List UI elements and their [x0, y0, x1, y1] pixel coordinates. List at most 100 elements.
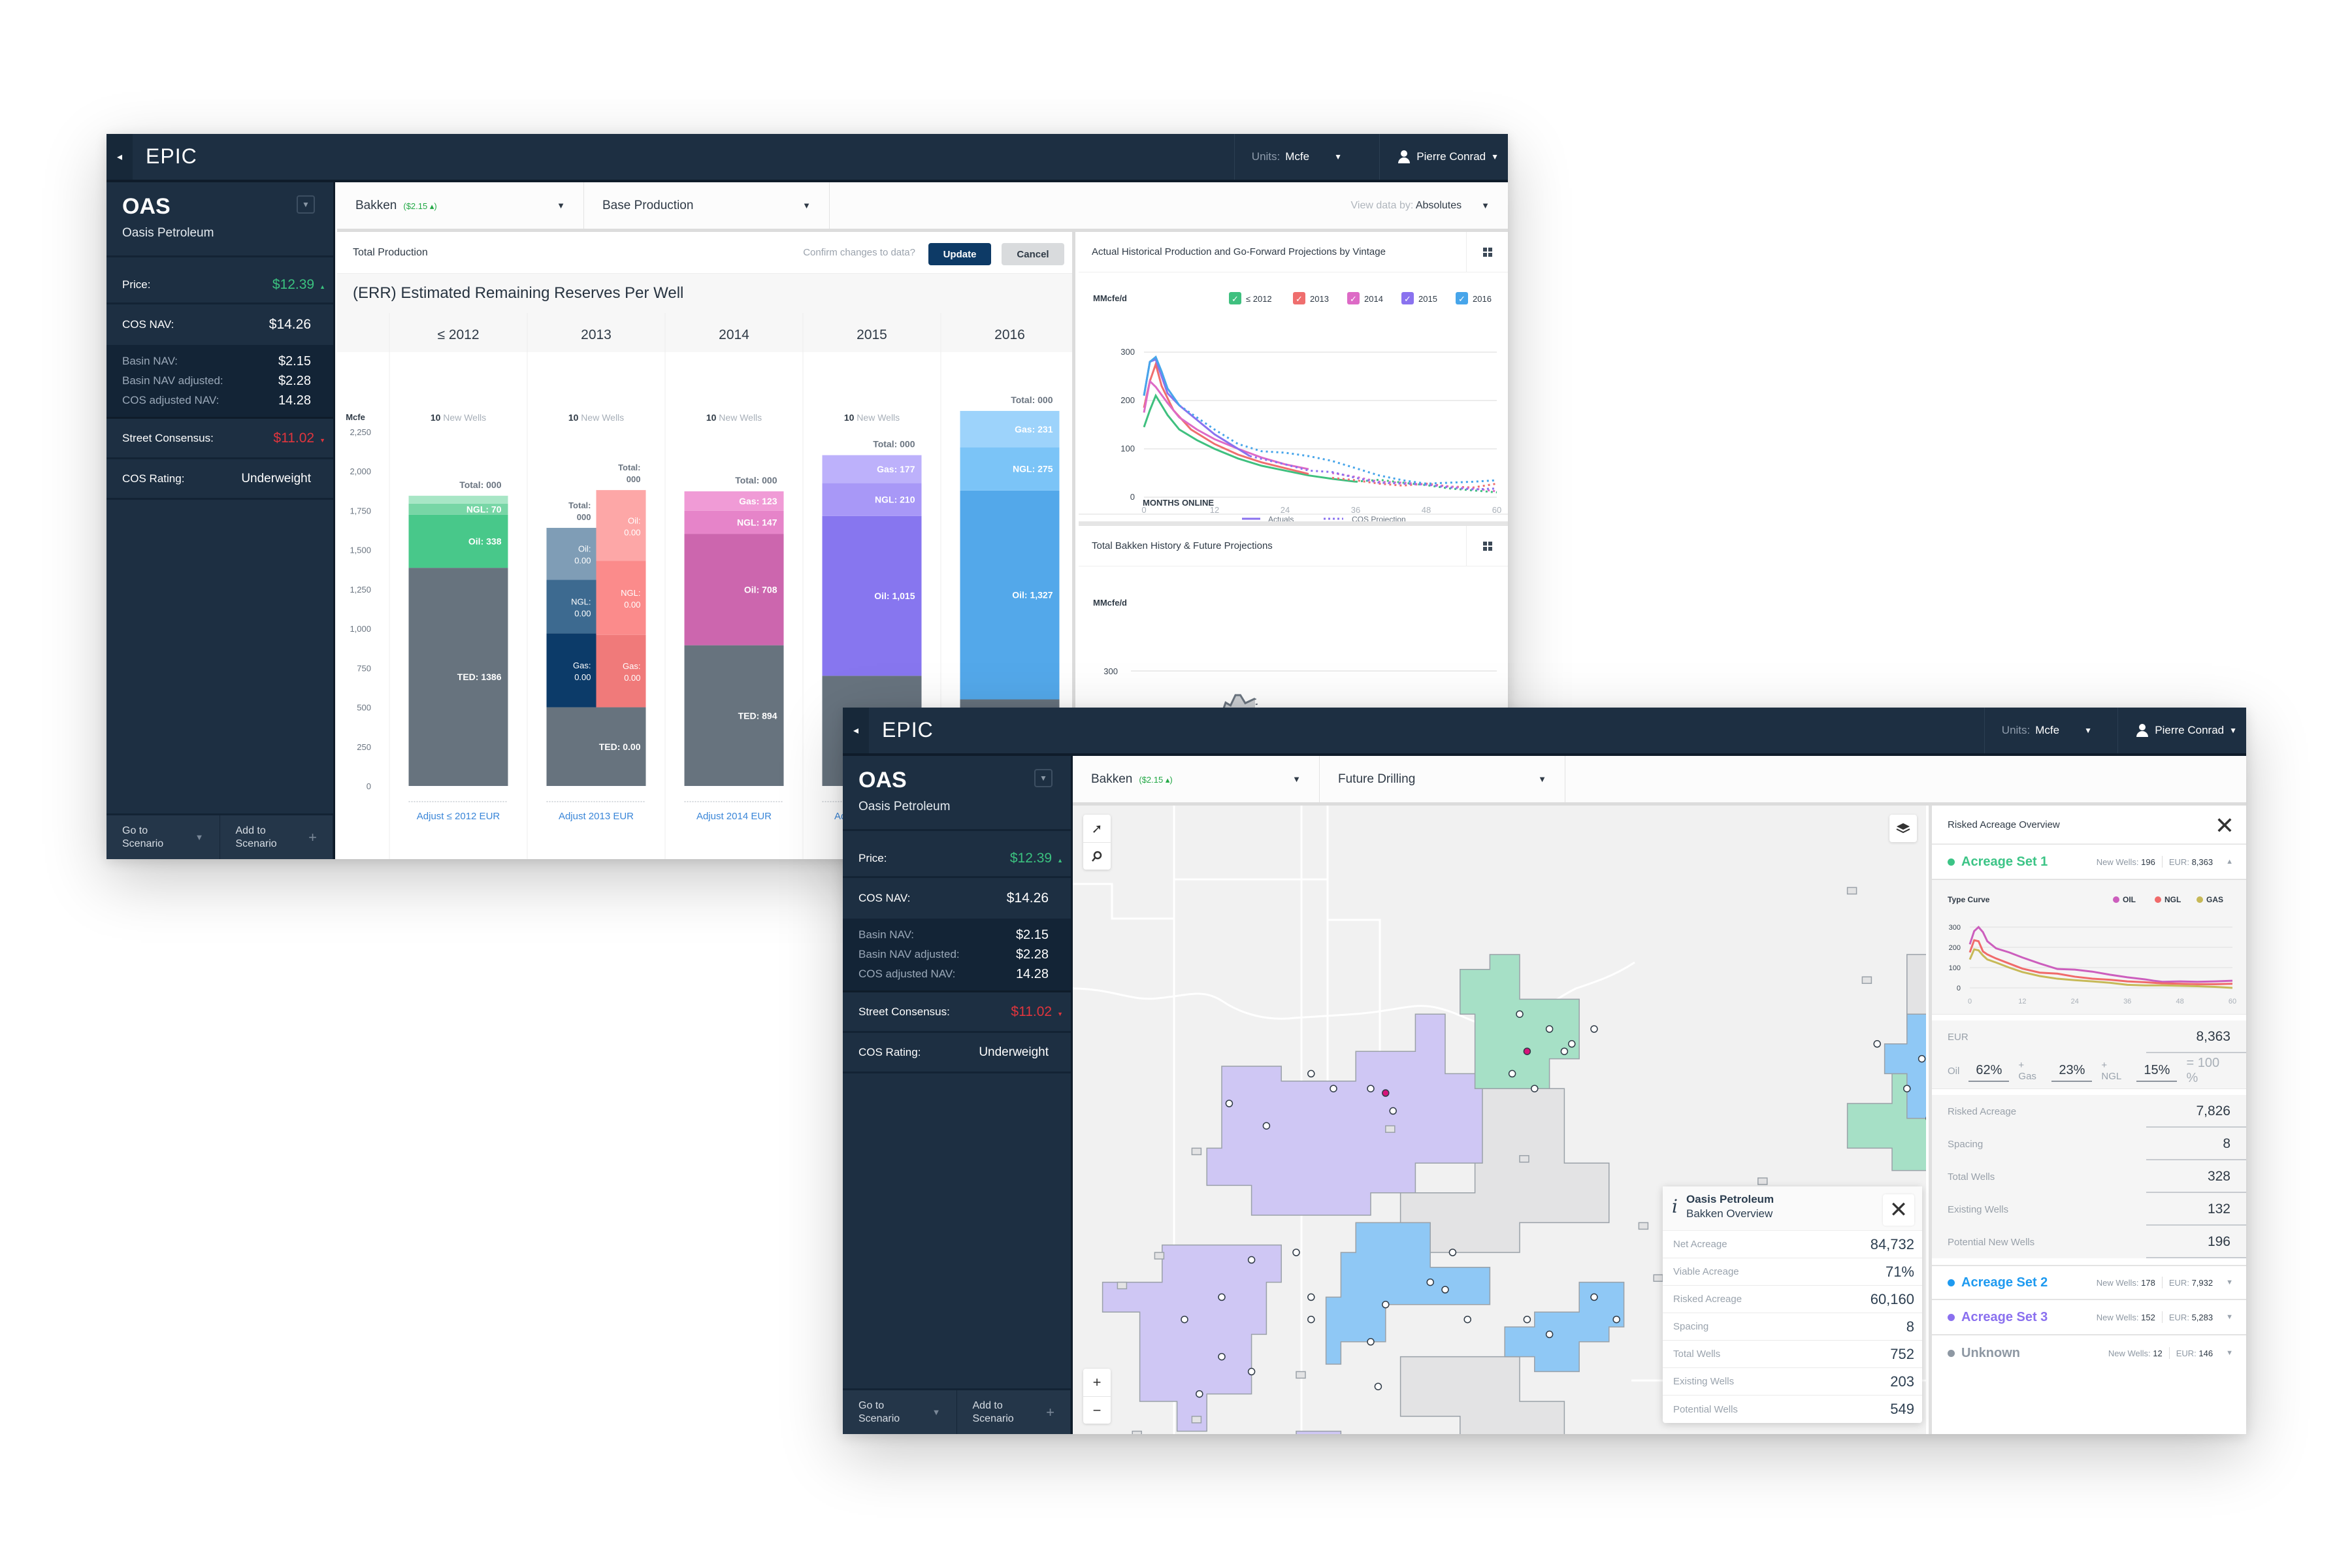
well-marker[interactable] [1367, 1338, 1375, 1346]
close-button[interactable]: ✕ [1883, 1194, 1914, 1226]
well-marker-selected[interactable] [1382, 1089, 1390, 1097]
well-marker[interactable] [1307, 1315, 1315, 1324]
bar-segment [822, 483, 922, 516]
view-dropdown[interactable]: Future Drilling ▼ [1320, 756, 1565, 802]
well-marker[interactable] [1918, 1054, 1926, 1063]
well-marker[interactable] [1218, 1352, 1226, 1361]
stat-value[interactable]: 196 [2207, 1234, 2230, 1249]
zoom-out-button[interactable]: − [1083, 1396, 1111, 1424]
stat-value[interactable]: 328 [2207, 1169, 2230, 1184]
stat-value[interactable]: 8 [2223, 1136, 2230, 1151]
well-marker[interactable] [1531, 1085, 1539, 1092]
adjust-eur-link[interactable]: Adjust 2013 EUR [559, 811, 634, 822]
well-marker[interactable] [1247, 1256, 1256, 1264]
legend-checkbox[interactable] [1229, 292, 1241, 304]
bar-segment [960, 447, 1060, 491]
search-button[interactable] [1083, 842, 1111, 870]
well-marker[interactable] [1382, 1301, 1390, 1309]
y-tick-label: 200 [1120, 395, 1135, 405]
basin-dropdown[interactable]: Bakken ($2.15 ▴) ▼ [337, 182, 584, 229]
cancel-button[interactable]: Cancel [1002, 243, 1064, 265]
well-marker[interactable] [1441, 1286, 1449, 1294]
well-marker[interactable] [1873, 1040, 1881, 1048]
well-marker[interactable] [1590, 1025, 1598, 1033]
well-marker[interactable] [1307, 1293, 1315, 1301]
add-to-scenario-label: Add to Scenario [972, 1399, 1014, 1424]
well-marker[interactable] [1590, 1293, 1598, 1301]
select-arrow-button[interactable]: ➚ [1083, 815, 1111, 842]
well-marker-selected[interactable] [1523, 1047, 1531, 1055]
unknown-set-row[interactable]: Unknown New Wells: 12 EUR: 146 ▼ [1932, 1335, 2246, 1371]
acreage-set-3-row[interactable]: Acreage Set 3 New Wells: 152 EUR: 5,283 … [1932, 1300, 2246, 1335]
caret-down-icon: ▼ [802, 201, 811, 210]
close-icon[interactable]: ✕ [2214, 812, 2234, 839]
well-marker[interactable] [1523, 1315, 1531, 1324]
legend-checkbox[interactable] [1401, 292, 1414, 304]
well-marker[interactable] [1560, 1047, 1569, 1055]
wells-value: 12 [2153, 1348, 2163, 1358]
map-canvas[interactable] [1073, 806, 1926, 1434]
well-marker[interactable] [1247, 1367, 1256, 1376]
user-menu[interactable]: Pierre Conrad ▼ [1379, 134, 1508, 180]
eur-label: EUR: [2168, 1277, 2189, 1288]
eur-value[interactable]: 8,363 [2196, 1029, 2230, 1044]
well-marker[interactable] [1225, 1100, 1233, 1107]
add-to-scenario-button[interactable]: Add to Scenario + [957, 1390, 1071, 1434]
grid-menu-button[interactable] [1466, 232, 1508, 272]
well-marker[interactable] [1508, 1070, 1516, 1078]
well-marker[interactable] [1426, 1278, 1434, 1286]
chevron-up-icon: ▲ [2226, 858, 2233, 866]
well-marker[interactable] [1374, 1382, 1382, 1390]
well-marker[interactable] [1463, 1315, 1471, 1324]
legend-checkbox[interactable] [1347, 292, 1360, 304]
well-marker[interactable] [1181, 1315, 1188, 1324]
adjust-eur-link[interactable]: Adjust ≤ 2012 EUR [417, 811, 500, 822]
well-marker[interactable] [1292, 1249, 1300, 1256]
go-to-scenario-button[interactable]: Go to Scenario ▼ [106, 815, 220, 859]
view-dropdown[interactable]: Base Production ▼ [584, 182, 830, 229]
stat-value[interactable]: 7,826 [2196, 1103, 2230, 1119]
legend-label: 2016 [1473, 294, 1492, 304]
company-dropdown[interactable]: ▼ [1034, 769, 1053, 787]
oil-percent-input[interactable]: 62% [1968, 1060, 2010, 1082]
well-marker[interactable] [1545, 1330, 1554, 1339]
company-dropdown[interactable]: ▼ [297, 195, 315, 214]
units-dropdown[interactable]: Units: Mcfe ▼ [1233, 134, 1359, 180]
well-marker[interactable] [1196, 1390, 1203, 1398]
acreage-set-1-row[interactable]: Acreage Set 1 New Wells: 196 EUR: 8,363 … [1932, 845, 2246, 880]
well-marker[interactable] [1330, 1085, 1337, 1092]
collapse-button[interactable]: ◂ [843, 708, 869, 753]
well-marker[interactable] [1568, 1040, 1576, 1048]
basin-dropdown[interactable]: Bakken ($2.15 ▴) ▼ [1073, 756, 1320, 802]
add-to-scenario-button[interactable]: Add to Scenario + [220, 815, 333, 859]
layers-button[interactable] [1889, 815, 1917, 842]
well-marker[interactable] [1307, 1070, 1315, 1078]
well-marker[interactable] [1448, 1249, 1457, 1256]
well-marker[interactable] [1218, 1293, 1226, 1301]
adjust-eur-link[interactable]: Adjust 2014 EUR [696, 811, 772, 822]
well-marker[interactable] [1516, 1010, 1524, 1018]
collapse-button[interactable]: ◂ [106, 134, 133, 180]
update-button[interactable]: Update [928, 243, 991, 265]
ngl-percent-input[interactable]: 15% [2136, 1060, 2178, 1082]
view-data-by-dropdown[interactable]: View data by: Absolutes ▼ [1333, 182, 1508, 229]
user-menu[interactable]: Pierre Conrad ▼ [2117, 708, 2246, 753]
well-marker[interactable] [1545, 1025, 1554, 1033]
well-marker[interactable] [1262, 1122, 1271, 1130]
acreage-set-2-row[interactable]: Acreage Set 2 New Wells: 178 EUR: 7,932 … [1932, 1265, 2246, 1300]
well-marker[interactable] [1612, 1315, 1620, 1324]
stat-value[interactable]: 132 [2207, 1201, 2230, 1217]
units-dropdown[interactable]: Units: Mcfe ▼ [1984, 708, 2109, 753]
grid-menu-button[interactable] [1466, 526, 1508, 566]
well-marker[interactable] [1389, 1107, 1397, 1115]
well-marker[interactable] [1903, 1085, 1911, 1092]
oil-label: Oil [1948, 1065, 1960, 1077]
well-marker[interactable] [1367, 1085, 1375, 1092]
legend-checkbox[interactable] [1456, 292, 1468, 304]
gas-percent-input[interactable]: 23% [2051, 1060, 2093, 1082]
zoom-in-button[interactable]: + [1083, 1369, 1111, 1396]
go-to-scenario-button[interactable]: Go to Scenario ▼ [843, 1390, 957, 1434]
row-value: 752 [1890, 1345, 1914, 1362]
price-value: $12.39 ▲ [272, 277, 325, 293]
legend-checkbox[interactable] [1293, 292, 1305, 304]
